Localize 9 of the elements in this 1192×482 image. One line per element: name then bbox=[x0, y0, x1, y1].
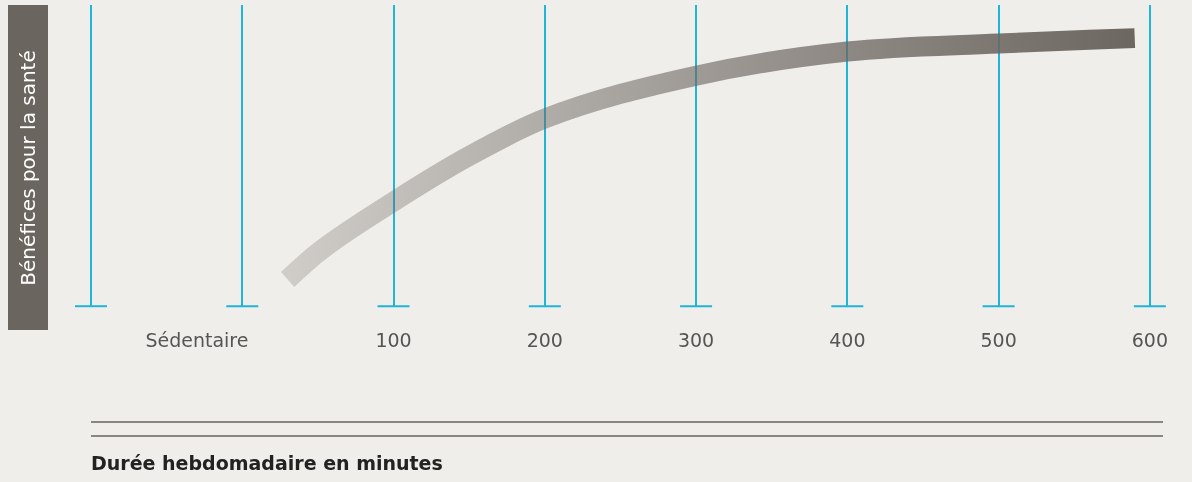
x-tick-label: 300 bbox=[677, 328, 715, 351]
x-tick-label: 200 bbox=[526, 328, 563, 351]
text: Durée hebdomadaire en minutes bbox=[91, 452, 443, 474]
y-axis-title: Bénéfices pour la santé bbox=[16, 49, 41, 286]
x-tick-label: Sédentaire bbox=[145, 328, 249, 351]
x-tick-label: 400 bbox=[829, 328, 866, 351]
x-tick-label: 500 bbox=[980, 328, 1017, 351]
x-tick-label: 600 bbox=[1131, 328, 1168, 351]
x-tick-label: 100 bbox=[375, 328, 412, 351]
